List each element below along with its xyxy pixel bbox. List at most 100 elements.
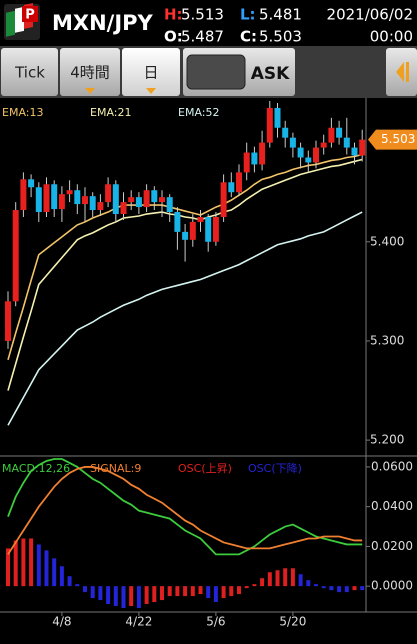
candle-body	[51, 184, 58, 210]
osc-bar	[90, 586, 95, 599]
candle-body	[97, 202, 104, 211]
osc-bar	[360, 586, 365, 591]
candle-body	[5, 301, 11, 341]
candle-body	[120, 202, 127, 215]
candle-body	[166, 197, 173, 213]
osc-bar	[29, 538, 34, 587]
macd-line	[7, 458, 363, 556]
candle-body	[112, 184, 119, 215]
osc-bar	[44, 550, 49, 587]
candle-body	[89, 196, 96, 211]
svg-text:P: P	[25, 8, 35, 23]
osc-bar	[283, 568, 288, 587]
osc-bar	[21, 538, 26, 587]
legend-label: SIGNAL:9	[90, 462, 141, 475]
candle-body	[58, 194, 65, 210]
tick-label: Tick	[14, 64, 45, 82]
candle-body	[351, 147, 358, 156]
candle-body	[43, 184, 50, 213]
candle-body	[251, 152, 258, 165]
osc-bar	[244, 586, 249, 589]
symbol: MXN/JPY	[52, 11, 154, 35]
candle-body	[174, 212, 181, 232]
ask-label: ASK	[251, 64, 290, 84]
osc-bar	[136, 586, 141, 609]
candle-body	[259, 142, 266, 165]
tick-button[interactable]: Tick	[1, 48, 58, 96]
candle-body	[297, 147, 304, 158]
osc-bar	[67, 576, 72, 587]
osc-bar	[52, 558, 57, 587]
osc-bar	[252, 584, 257, 587]
osc-bar	[267, 572, 272, 587]
day-button[interactable]: 日	[122, 48, 180, 96]
low-value: 5.481	[259, 6, 302, 24]
price-tag	[368, 129, 417, 150]
legend-label: MACD:12,26	[2, 462, 70, 475]
ask-toggle[interactable]: ASK	[183, 48, 295, 96]
candle-body	[313, 147, 319, 163]
candle-body	[66, 190, 73, 195]
legend-label: EMA:52	[178, 106, 219, 119]
close-value: 5.503	[259, 28, 302, 46]
y-tick-label: 5.300	[370, 333, 404, 347]
app-icon: P	[4, 2, 40, 40]
osc-bar	[59, 566, 64, 587]
high-value: 5.513	[181, 6, 224, 24]
osc-bar	[352, 586, 357, 591]
y-tick-label: 5.400	[370, 234, 404, 248]
candle-body	[82, 196, 88, 205]
hour4-label: 4時間	[70, 64, 110, 82]
osc-bar	[175, 586, 180, 597]
candle-body	[243, 152, 250, 173]
candle-body	[289, 137, 296, 148]
osc-bar	[260, 578, 265, 587]
open-label: O:	[164, 28, 183, 46]
osc-bar	[190, 586, 195, 597]
osc-bar	[83, 586, 87, 593]
close-label: C:	[240, 28, 257, 46]
y-tick-label: 0.0400	[371, 499, 413, 513]
osc-bar	[229, 586, 234, 597]
open-value: 5.487	[181, 28, 224, 46]
candle-body	[305, 157, 312, 163]
candle-body	[343, 137, 350, 148]
expand-button[interactable]	[386, 48, 417, 96]
x-tick-label: 4/8	[52, 615, 71, 629]
osc-bar	[13, 540, 18, 587]
osc-bar	[152, 586, 157, 603]
legend-label: OSC(下降)	[248, 461, 302, 475]
candle-body	[12, 210, 19, 302]
candle-body	[182, 231, 189, 240]
osc-bar	[275, 570, 280, 587]
candle-body	[105, 184, 112, 203]
candle-body	[151, 190, 158, 203]
ema-line	[7, 158, 363, 391]
x-tick-label: 5/20	[279, 615, 306, 629]
osc-bar	[144, 586, 149, 605]
candle-body	[35, 187, 42, 213]
hour4-button[interactable]: 4時間	[60, 48, 120, 96]
osc-bar	[221, 586, 226, 599]
candle-body	[74, 190, 81, 205]
day-label: 日	[143, 64, 158, 82]
candle-body	[128, 197, 135, 203]
osc-bar	[290, 568, 295, 587]
osc-bar	[329, 586, 334, 591]
high-label: H:	[164, 6, 183, 24]
legend-label: EMA:21	[90, 106, 131, 119]
osc-bar	[321, 586, 326, 589]
ema-line	[7, 153, 363, 361]
time: 00:00	[370, 28, 413, 46]
y-tick-label: 0.0200	[371, 539, 413, 553]
candle-body	[28, 179, 35, 188]
candle-body	[274, 107, 281, 128]
candle-body	[336, 127, 343, 138]
candle-body	[212, 216, 219, 242]
y-tick-label: 0.0000	[371, 579, 413, 593]
osc-bar	[213, 586, 218, 603]
candle-body	[228, 182, 235, 193]
osc-bar	[298, 574, 303, 587]
